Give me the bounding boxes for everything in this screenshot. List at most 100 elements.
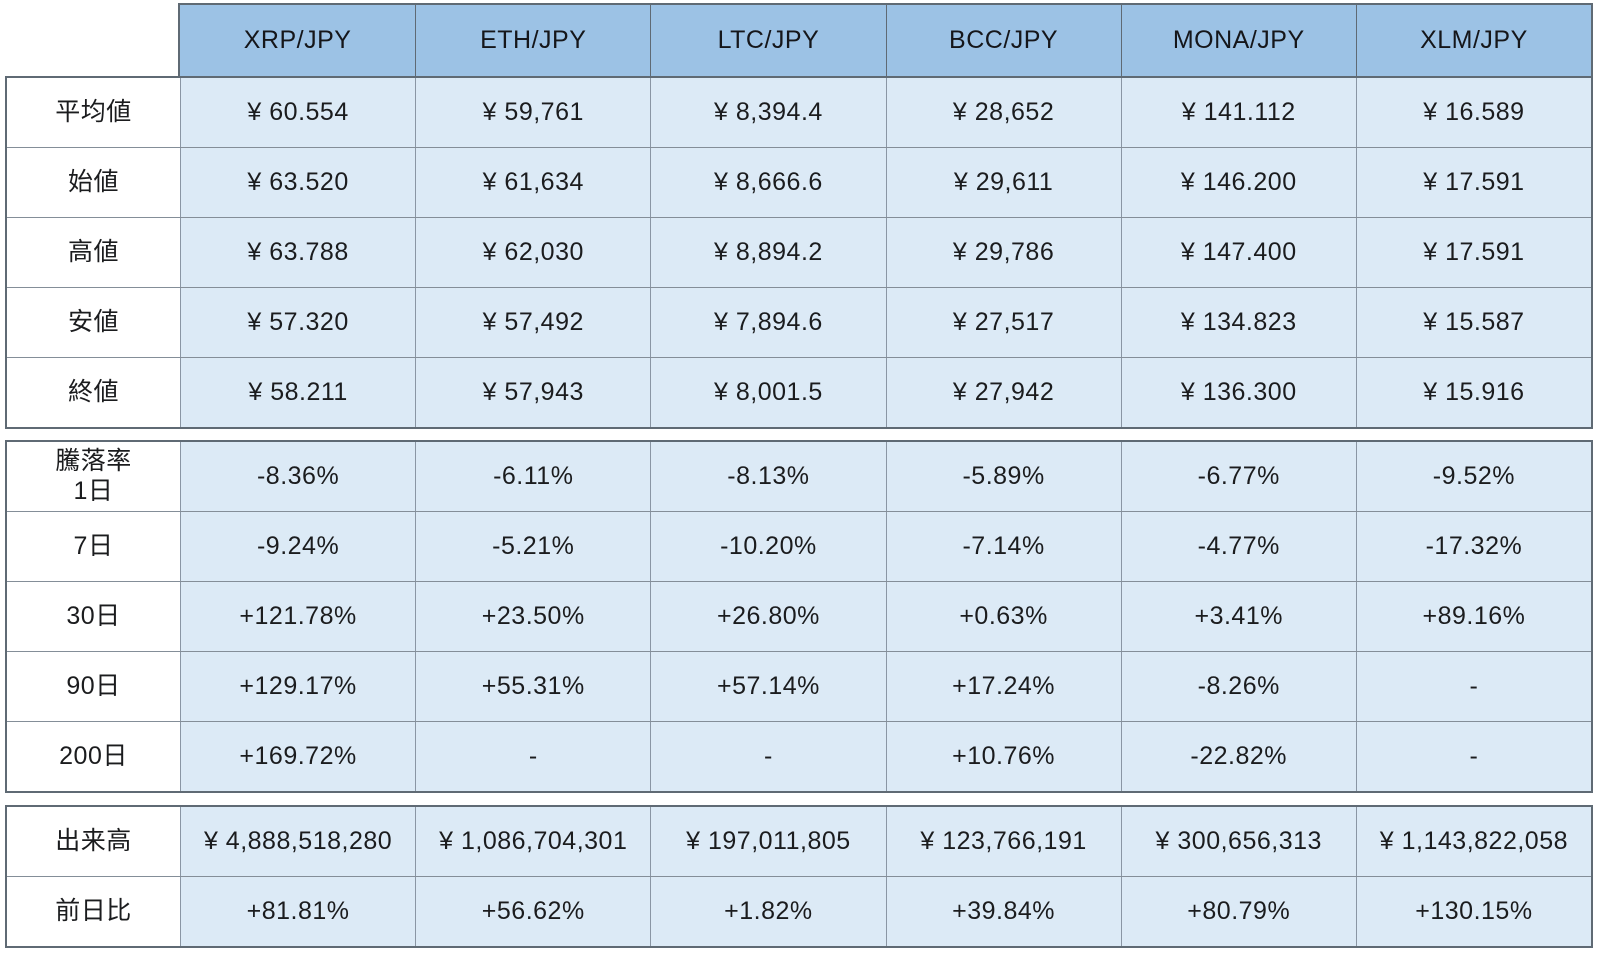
row-label: 騰落率 1日 (7, 442, 180, 511)
table-cell: -8.13% (650, 442, 886, 511)
row-label: 安値 (7, 288, 180, 357)
table-row-change-7d: 7日 -9.24% -5.21% -10.20% -7.14% -4.77% -… (7, 511, 1591, 581)
table-cell: ¥ 57,492 (415, 288, 651, 357)
table-cell: ¥ 28,652 (885, 78, 1121, 147)
table-cell: +10.76% (885, 722, 1121, 791)
table-cell: ¥ 59,761 (415, 78, 651, 147)
table-cell: ¥ 29,786 (885, 218, 1121, 287)
table-cell: ¥ 57,943 (415, 358, 651, 427)
row-label: 高値 (7, 218, 180, 287)
table-cell: ¥ 8,666.6 (650, 148, 886, 217)
table-cell: ¥ 27,942 (885, 358, 1121, 427)
table-cell: +3.41% (1120, 582, 1356, 651)
column-header-mona-jpy: MONA/JPY (1120, 5, 1356, 76)
row-label: 7日 (7, 512, 180, 581)
table-cell: +0.63% (885, 582, 1121, 651)
table-cell: ¥ 17.591 (1355, 218, 1591, 287)
table-cell: +81.81% (180, 877, 416, 946)
table-cell: ¥ 62,030 (415, 218, 651, 287)
table-cell: -17.32% (1355, 512, 1591, 581)
column-header-eth-jpy: ETH/JPY (415, 5, 650, 76)
row-label: 平均値 (7, 78, 180, 147)
table-cell: ¥ 29,611 (885, 148, 1121, 217)
table-cell: ¥ 58.211 (180, 358, 416, 427)
table-row-high: 高値 ¥ 63.788 ¥ 62,030 ¥ 8,894.2 ¥ 29,786 … (7, 217, 1591, 287)
table-cell: ¥ 15.587 (1355, 288, 1591, 357)
table-cell: +26.80% (650, 582, 886, 651)
row-label: 前日比 (7, 877, 180, 946)
table-cell: +39.84% (885, 877, 1121, 946)
table-row-change-30d: 30日 +121.78% +23.50% +26.80% +0.63% +3.4… (7, 581, 1591, 651)
table-cell: ¥ 300,656,313 (1120, 807, 1356, 876)
header-corner-spacer (5, 3, 178, 76)
table-cell: +129.17% (180, 652, 416, 721)
table-cell: +55.31% (415, 652, 651, 721)
table-cell: - (1355, 652, 1591, 721)
table-cell: ¥ 147.400 (1120, 218, 1356, 287)
table-cell: +23.50% (415, 582, 651, 651)
section-gap (5, 429, 1593, 440)
table-row-volume: 出来高 ¥ 4,888,518,280 ¥ 1,086,704,301 ¥ 19… (7, 807, 1591, 876)
column-header-xlm-jpy: XLM/JPY (1355, 5, 1591, 76)
table-cell: ¥ 4,888,518,280 (180, 807, 416, 876)
column-header-bcc-jpy: BCC/JPY (885, 5, 1121, 76)
table-cell: ¥ 16.589 (1355, 78, 1591, 147)
table-cell: ¥ 7,894.6 (650, 288, 886, 357)
table-cell: ¥ 134.823 (1120, 288, 1356, 357)
row-label: 出来高 (7, 807, 180, 876)
price-section: 平均値 ¥ 60.554 ¥ 59,761 ¥ 8,394.4 ¥ 28,652… (5, 76, 1593, 429)
table-cell: +80.79% (1120, 877, 1356, 946)
table-row-change-200d: 200日 +169.72% - - +10.76% -22.82% - (7, 721, 1591, 791)
table-cell: ¥ 1,143,822,058 (1355, 807, 1591, 876)
table-cell: -9.24% (180, 512, 416, 581)
table-cell: ¥ 197,011,805 (650, 807, 886, 876)
table-cell: - (415, 722, 651, 791)
table-cell: -10.20% (650, 512, 886, 581)
table-row-change-90d: 90日 +129.17% +55.31% +57.14% +17.24% -8.… (7, 651, 1591, 721)
table-cell: ¥ 60.554 (180, 78, 416, 147)
table-cell: ¥ 136.300 (1120, 358, 1356, 427)
table-cell: ¥ 27,517 (885, 288, 1121, 357)
table-cell: ¥ 61,634 (415, 148, 651, 217)
table-row-change-1d: 騰落率 1日 -8.36% -6.11% -8.13% -5.89% -6.77… (7, 442, 1591, 511)
table-cell: +57.14% (650, 652, 886, 721)
table-cell: ¥ 8,001.5 (650, 358, 886, 427)
row-label: 終値 (7, 358, 180, 427)
table-row-day-over-day: 前日比 +81.81% +56.62% +1.82% +39.84% +80.7… (7, 876, 1591, 946)
table-cell: +17.24% (885, 652, 1121, 721)
table-row-low: 安値 ¥ 57.320 ¥ 57,492 ¥ 7,894.6 ¥ 27,517 … (7, 287, 1591, 357)
table-header-row: XRP/JPY ETH/JPY LTC/JPY BCC/JPY MONA/JPY… (5, 3, 1593, 76)
table-cell: +121.78% (180, 582, 416, 651)
table-row-close: 終値 ¥ 58.211 ¥ 57,943 ¥ 8,001.5 ¥ 27,942 … (7, 357, 1591, 427)
table-cell: ¥ 63.788 (180, 218, 416, 287)
table-cell: -6.77% (1120, 442, 1356, 511)
table-cell: ¥ 63.520 (180, 148, 416, 217)
table-cell: -9.52% (1355, 442, 1591, 511)
table-cell: ¥ 146.200 (1120, 148, 1356, 217)
table-cell: ¥ 1,086,704,301 (415, 807, 651, 876)
change-rate-section: 騰落率 1日 -8.36% -6.11% -8.13% -5.89% -6.77… (5, 440, 1593, 793)
table-cell: -8.26% (1120, 652, 1356, 721)
table-cell: - (650, 722, 886, 791)
table-cell: ¥ 15.916 (1355, 358, 1591, 427)
header-cells: XRP/JPY ETH/JPY LTC/JPY BCC/JPY MONA/JPY… (178, 3, 1593, 76)
table-cell: - (1355, 722, 1591, 791)
row-label: 90日 (7, 652, 180, 721)
crypto-price-table: XRP/JPY ETH/JPY LTC/JPY BCC/JPY MONA/JPY… (5, 3, 1593, 948)
table-cell: +169.72% (180, 722, 416, 791)
table-row-open: 始値 ¥ 63.520 ¥ 61,634 ¥ 8,666.6 ¥ 29,611 … (7, 147, 1591, 217)
column-header-xrp-jpy: XRP/JPY (243, 26, 352, 54)
table-cell: +56.62% (415, 877, 651, 946)
table-cell: +130.15% (1355, 877, 1591, 946)
table-cell: -8.36% (180, 442, 416, 511)
column-header-ltc-jpy: LTC/JPY (650, 5, 885, 76)
table-cell: -7.14% (885, 512, 1121, 581)
table-cell: ¥ 8,394.4 (650, 78, 886, 147)
table-cell: +1.82% (650, 877, 886, 946)
table-cell: +89.16% (1355, 582, 1591, 651)
table-cell: ¥ 141.112 (1120, 78, 1356, 147)
volume-section: 出来高 ¥ 4,888,518,280 ¥ 1,086,704,301 ¥ 19… (5, 805, 1593, 948)
table-cell: -6.11% (415, 442, 651, 511)
table-cell: -5.89% (885, 442, 1121, 511)
table-row-average: 平均値 ¥ 60.554 ¥ 59,761 ¥ 8,394.4 ¥ 28,652… (7, 78, 1591, 147)
